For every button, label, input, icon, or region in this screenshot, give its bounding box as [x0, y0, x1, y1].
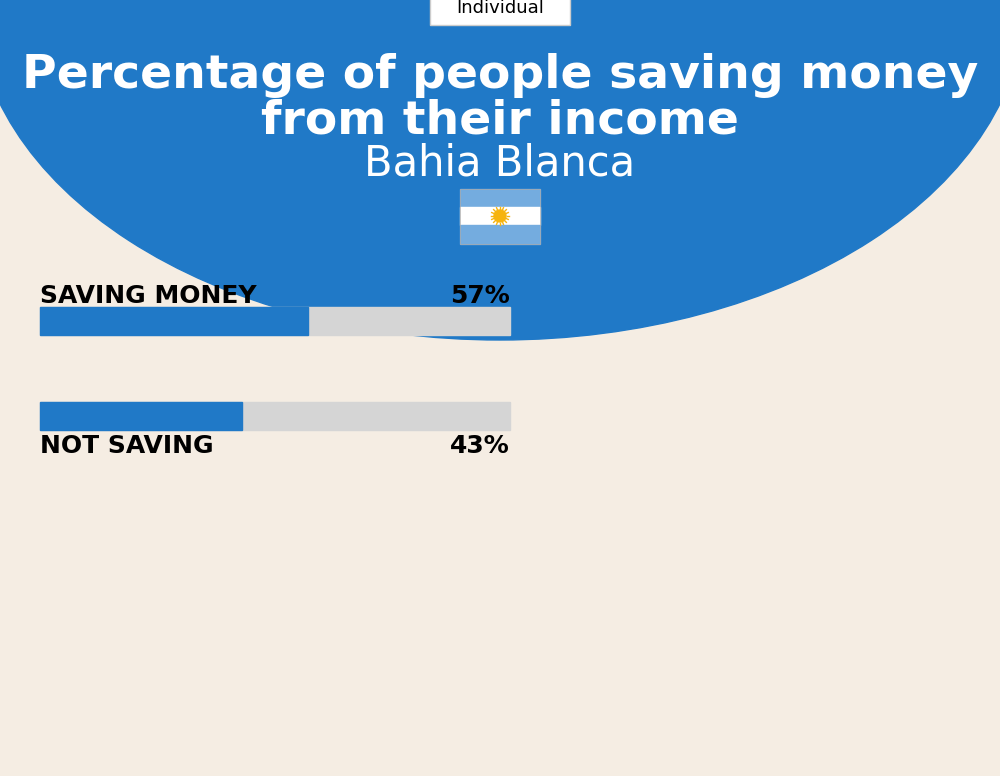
Text: NOT SAVING: NOT SAVING: [40, 434, 214, 458]
Text: Bahia Blanca: Bahia Blanca: [364, 143, 636, 185]
Bar: [460, 225, 540, 244]
Text: from their income: from their income: [261, 99, 739, 144]
Bar: [460, 189, 540, 207]
Bar: [40, 402, 242, 430]
Bar: [40, 307, 510, 335]
Text: Individual: Individual: [456, 0, 544, 17]
Bar: [460, 189, 540, 244]
Ellipse shape: [0, 0, 1000, 340]
FancyBboxPatch shape: [430, 0, 570, 25]
Bar: [460, 207, 540, 225]
Text: 57%: 57%: [450, 284, 510, 308]
Circle shape: [494, 210, 506, 222]
Text: SAVING MONEY: SAVING MONEY: [40, 284, 257, 308]
Text: 43%: 43%: [450, 434, 510, 458]
Text: Percentage of people saving money: Percentage of people saving money: [22, 54, 978, 99]
Bar: [40, 402, 510, 430]
Bar: [40, 307, 308, 335]
